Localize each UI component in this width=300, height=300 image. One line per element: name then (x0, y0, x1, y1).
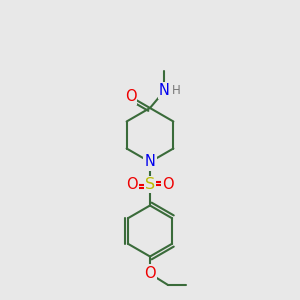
Text: O: O (126, 177, 138, 192)
Text: O: O (162, 177, 174, 192)
Text: H: H (172, 84, 180, 97)
Text: N: N (145, 154, 155, 169)
Text: O: O (125, 89, 136, 104)
Text: N: N (159, 83, 170, 98)
Text: O: O (144, 266, 156, 280)
Text: S: S (145, 177, 155, 192)
